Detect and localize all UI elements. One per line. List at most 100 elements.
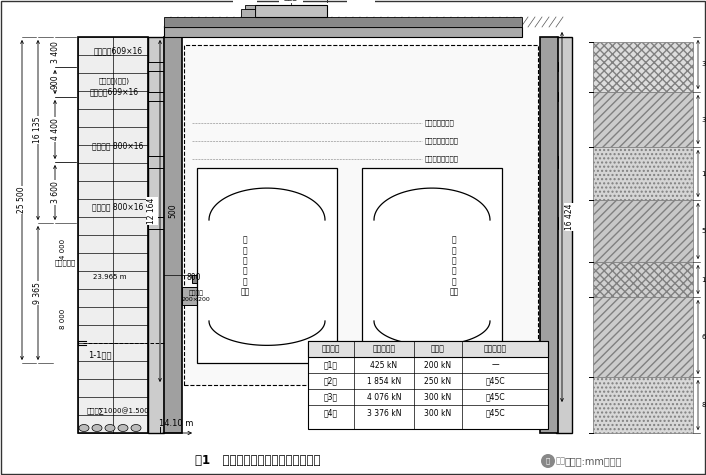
Text: 第三道撑 800×16: 第三道撑 800×16 (92, 142, 144, 151)
Bar (184, 45, 538, 385)
Bar (78, 325, 148, 343)
Text: 支撑端头(下同): 支撑端头(下同) (99, 78, 129, 84)
Text: 5 760: 5 760 (256, 175, 278, 184)
Text: 4 000: 4 000 (280, 0, 302, 1)
Bar (78, 379, 148, 397)
Bar (308, 341, 548, 357)
Bar (593, 262, 693, 297)
Text: 4 076 kN: 4 076 kN (366, 392, 401, 401)
Ellipse shape (118, 425, 128, 431)
Bar (164, 17, 522, 27)
Text: 第四道撑 800×16: 第四道撑 800×16 (92, 202, 144, 211)
Text: 第4道: 第4道 (324, 408, 338, 418)
Text: 3 600: 3 600 (51, 181, 59, 203)
Text: 第3道: 第3道 (324, 392, 338, 401)
Bar (593, 377, 693, 433)
Text: 第二道撑609×16: 第二道撑609×16 (90, 87, 138, 96)
Text: 泵加力: 泵加力 (431, 344, 445, 353)
Text: 800: 800 (187, 273, 201, 282)
Bar (362, 168, 502, 363)
Bar (593, 42, 693, 92)
Bar (540, 37, 558, 433)
Bar (556, 62, 558, 71)
Bar (78, 145, 148, 163)
Text: 第2道: 第2道 (324, 377, 338, 386)
Text: 1 600: 1 600 (702, 171, 706, 177)
Text: 第1道: 第1道 (324, 361, 338, 370)
Text: 25 500: 25 500 (18, 187, 27, 213)
Bar (593, 92, 693, 147)
Text: 9 365: 9 365 (33, 282, 42, 304)
Text: 14.10 m: 14.10 m (159, 418, 193, 428)
Ellipse shape (79, 425, 89, 431)
Text: CSM铣削深层搅拌水泥土墙: CSM铣削深层搅拌水泥土墙 (310, 399, 378, 408)
Bar (593, 262, 693, 297)
Bar (593, 147, 693, 200)
Bar (245, 5, 255, 9)
Bar (197, 168, 337, 363)
Bar (78, 415, 148, 433)
Text: 425 kN: 425 kN (371, 361, 397, 370)
Bar (148, 156, 164, 168)
Bar (78, 361, 148, 379)
Bar (200, 215, 208, 275)
Bar (78, 397, 148, 415)
Bar (78, 37, 148, 433)
Bar (164, 37, 182, 433)
Ellipse shape (105, 425, 115, 431)
Bar (593, 200, 693, 262)
Text: 钢支撑立柱: 钢支撑立柱 (54, 260, 76, 266)
Bar (78, 73, 148, 91)
Text: 200 kN: 200 kN (424, 361, 452, 370)
Bar (593, 200, 693, 262)
Text: 900: 900 (51, 75, 59, 89)
Text: 排水盲沟
200×200: 排水盲沟 200×200 (181, 290, 210, 302)
Text: 微: 微 (546, 458, 550, 464)
Text: 第三层承压水标高: 第三层承压水标高 (425, 156, 459, 162)
Text: 300 kN: 300 kN (424, 408, 452, 418)
Text: 23.965 m: 23.965 m (93, 274, 127, 280)
Text: 公众: 公众 (556, 456, 566, 466)
Text: 8 000: 8 000 (60, 309, 66, 329)
Text: 第一层潜水标高: 第一层潜水标高 (425, 120, 455, 126)
Bar (78, 109, 148, 127)
Text: 抽水台: 抽水台 (284, 0, 298, 1)
Text: 4 000: 4 000 (60, 239, 66, 259)
Bar (148, 37, 164, 433)
Bar (593, 42, 693, 92)
Text: 第二层承压水标高: 第二层承压水标高 (425, 138, 459, 144)
Text: 双45C: 双45C (485, 377, 505, 386)
Bar (78, 55, 148, 73)
Bar (593, 147, 693, 200)
Text: 左
线
中
心
线
轨面: 左 线 中 心 线 轨面 (240, 236, 250, 296)
Bar (556, 217, 558, 229)
Bar (78, 199, 148, 217)
Text: 250 kN: 250 kN (424, 377, 452, 386)
Text: 6 300: 6 300 (702, 334, 706, 340)
Text: 3 400: 3 400 (51, 41, 59, 63)
Bar (78, 289, 148, 307)
Ellipse shape (131, 425, 141, 431)
Text: （单位:mm）工法: （单位:mm）工法 (565, 456, 623, 466)
Text: 2 000: 2 000 (234, 0, 256, 1)
Bar (593, 297, 693, 377)
Bar (78, 37, 148, 55)
Text: 3 376 kN: 3 376 kN (366, 408, 401, 418)
Text: 16 135: 16 135 (33, 117, 42, 143)
Bar (556, 37, 572, 433)
Text: 4 400: 4 400 (51, 119, 59, 141)
Bar (556, 92, 558, 101)
Text: 钢筋模型号: 钢筋模型号 (484, 344, 507, 353)
Bar (78, 235, 148, 253)
Text: 16 424: 16 424 (566, 204, 575, 230)
Bar (308, 373, 548, 389)
Bar (78, 307, 148, 325)
Bar (78, 253, 148, 271)
Text: 300 kN: 300 kN (424, 392, 452, 401)
Bar (78, 181, 148, 199)
Text: 双45C: 双45C (485, 392, 505, 401)
Bar (78, 163, 148, 181)
Bar (593, 92, 693, 147)
Text: 3 000: 3 000 (702, 61, 706, 67)
Bar (148, 217, 164, 229)
